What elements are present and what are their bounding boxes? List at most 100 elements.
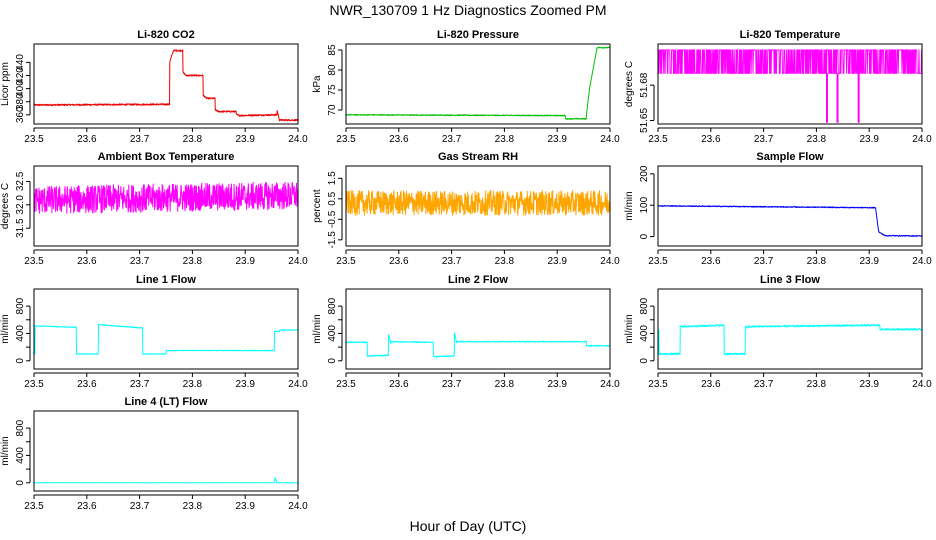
- x-tick-label-4-2: 23.7: [130, 256, 150, 267]
- y-tick-label-1-3: 420: [15, 67, 26, 84]
- chart-panel-5: Gas Stream RH percent 23.5 23.6 23.7 23.8 23.9…: [312, 151, 620, 267]
- x-tick-label-8-0: 23.5: [336, 379, 356, 390]
- y-tick-label-2-1: 75: [327, 84, 338, 96]
- x-tick-label-3-1: 23.6: [701, 134, 721, 145]
- x-tick-label-10-5: 24.0: [288, 501, 308, 512]
- panel-ylabel-4: degrees C: [0, 183, 11, 229]
- y-tick-label-4-0: 31.5: [15, 218, 26, 238]
- chart-panel-6: Sample Flow ml/min 23.5 23.6 23.7 23.8 23.9 24.…: [624, 151, 932, 267]
- chart-panel-8: Line 2 Flow ml/min 23.5 23.6 23.7 23.8 23.9 24.…: [312, 274, 620, 390]
- chart-panel-1: Li-820 CO2 Licor ppm 23.5 23.6 23.7 23.8 23.9 2…: [0, 29, 308, 145]
- chart-panel-2: Li-820 Pressure kPa 23.5 23.6 23.7 23.8 23.9 24…: [312, 29, 620, 145]
- chart-panel-7: Line 1 Flow ml/min 23.5 23.6 23.7 23.8 23.9 24.…: [0, 274, 308, 390]
- x-tick-label-8-2: 23.7: [442, 379, 462, 390]
- x-tick-label-1-4: 23.9: [235, 134, 255, 145]
- y-tick-label-8-2: 800: [327, 297, 338, 314]
- x-tick-label-1-0: 23.5: [24, 134, 44, 145]
- x-tick-label-2-4: 23.9: [547, 134, 567, 145]
- x-tick-label-2-5: 24.0: [600, 134, 620, 145]
- x-tick-label-7-3: 23.8: [183, 379, 203, 390]
- x-tick-label-10-0: 23.5: [24, 501, 44, 512]
- x-tick-label-9-4: 23.9: [859, 379, 879, 390]
- panel-ylabel-3: degrees C: [624, 61, 635, 107]
- x-tick-label-8-3: 23.8: [495, 379, 515, 390]
- y-tick-label-5-3: 1.5: [327, 171, 338, 185]
- y-tick-label-5-0: -1.5: [327, 231, 338, 249]
- x-tick-label-1-3: 23.8: [183, 134, 203, 145]
- x-tick-label-5-0: 23.5: [336, 256, 356, 267]
- chart-panel-3: Li-820 Temperature degrees C 23.5 23.6 23.7 2…: [624, 29, 932, 145]
- x-tick-label-3-0: 23.5: [648, 134, 668, 145]
- y-tick-label-2-3: 85: [327, 44, 338, 56]
- y-tick-label-8-0: 0: [327, 358, 338, 364]
- panel-title-3: Li-820 Temperature: [740, 29, 841, 41]
- chart-panel-4: Ambient Box Temperature degrees C 23.5 23.6…: [0, 151, 308, 267]
- y-tick-label-10-1: 400: [15, 447, 26, 464]
- x-tick-label-8-5: 24.0: [600, 379, 620, 390]
- panel-title-2: Li-820 Pressure: [437, 29, 519, 41]
- x-tick-label-6-4: 23.9: [859, 256, 879, 267]
- x-tick-label-2-3: 23.8: [495, 134, 515, 145]
- x-tick-label-2-0: 23.5: [336, 134, 356, 145]
- panel-frame-10: [33, 410, 299, 492]
- panel-frame-8: [345, 288, 611, 370]
- x-tick-label-9-3: 23.8: [807, 379, 827, 390]
- x-tick-label-1-1: 23.6: [77, 134, 97, 145]
- panel-ylabel-8: ml/min: [312, 314, 323, 343]
- y-tick-label-9-1: 400: [639, 325, 650, 342]
- panel-ylabel-6: ml/min: [624, 191, 635, 220]
- series-line-2: [345, 46, 611, 120]
- panel-ylabel-5: percent: [312, 189, 323, 223]
- y-tick-label-2-2: 80: [327, 64, 338, 76]
- x-tick-label-10-1: 23.6: [77, 501, 97, 512]
- panel-frame-4: [33, 165, 299, 247]
- x-tick-label-10-2: 23.7: [130, 501, 150, 512]
- series-line-3: [657, 49, 923, 74]
- y-tick-label-9-2: 800: [639, 297, 650, 314]
- y-tick-label-1-2: 400: [15, 80, 26, 97]
- x-tick-label-2-2: 23.7: [442, 134, 462, 145]
- x-tick-label-5-4: 23.9: [547, 256, 567, 267]
- y-tick-label-6-2: 200: [639, 165, 650, 182]
- series-line-8: [345, 332, 611, 358]
- x-tick-label-9-0: 23.5: [648, 379, 668, 390]
- y-tick-label-7-1: 400: [15, 325, 26, 342]
- y-tick-label-4-2: 32.5: [15, 171, 26, 191]
- x-tick-label-7-4: 23.9: [235, 379, 255, 390]
- y-tick-label-7-0: 0: [15, 358, 26, 364]
- x-tick-label-4-1: 23.6: [77, 256, 97, 267]
- x-tick-label-6-2: 23.7: [754, 256, 774, 267]
- chart-panel-9: Line 3 Flow ml/min 23.5 23.6 23.7 23.8 23.9 24.…: [624, 274, 932, 390]
- x-tick-label-6-1: 23.6: [701, 256, 721, 267]
- x-tick-label-2-1: 23.6: [389, 134, 409, 145]
- panel-title-8: Line 2 Flow: [448, 274, 508, 286]
- panel-title-6: Sample Flow: [756, 151, 824, 163]
- y-tick-label-1-1: 380: [15, 93, 26, 110]
- x-tick-label-8-1: 23.6: [389, 379, 409, 390]
- chart-panel-10: Line 4 (LT) Flow ml/min 23.5 23.6 23.7 23.8 23…: [0, 396, 308, 512]
- series-line-10: [33, 477, 299, 484]
- y-tick-label-1-4: 440: [15, 54, 26, 71]
- series-line-9: [657, 324, 923, 356]
- x-tick-label-4-5: 24.0: [288, 256, 308, 267]
- x-tick-label-5-2: 23.7: [442, 256, 462, 267]
- y-tick-label-10-2: 800: [15, 419, 26, 436]
- panel-frame-6: [657, 165, 923, 247]
- x-tick-label-3-3: 23.8: [807, 134, 827, 145]
- panel-frame-2: [345, 43, 611, 125]
- panel-ylabel-1: Licor ppm: [0, 62, 11, 106]
- series-line-6: [657, 204, 923, 237]
- panel-ylabel-9: ml/min: [624, 314, 635, 343]
- x-tick-label-7-0: 23.5: [24, 379, 44, 390]
- y-tick-label-8-1: 400: [327, 325, 338, 342]
- y-tick-label-1-0: 360: [15, 106, 26, 123]
- panel-title-1: Li-820 CO2: [137, 29, 194, 41]
- x-tick-label-9-2: 23.7: [754, 379, 774, 390]
- x-tick-label-9-1: 23.6: [701, 379, 721, 390]
- x-tick-label-3-2: 23.7: [754, 134, 774, 145]
- y-tick-label-5-2: 0.5: [327, 191, 338, 205]
- panel-frame-7: [33, 288, 299, 370]
- y-tick-label-4-1: 32.0: [15, 195, 26, 215]
- x-tick-label-1-5: 24.0: [288, 134, 308, 145]
